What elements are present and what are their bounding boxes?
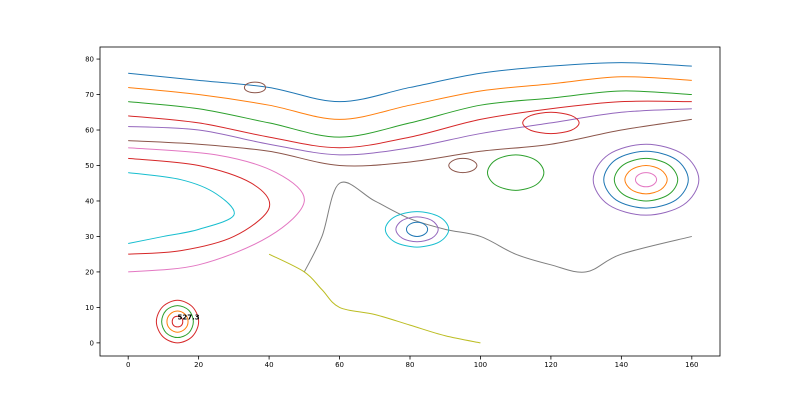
y-tick-label: 50: [85, 162, 94, 170]
contour-line: [624, 164, 668, 195]
contour-line: [128, 172, 235, 245]
contour-line: [243, 81, 267, 94]
contour-line: [448, 157, 478, 174]
contour-line: [592, 143, 700, 216]
contour-line: [603, 150, 689, 209]
contour-line: [486, 154, 545, 191]
contour-line: [128, 157, 271, 255]
y-tick-label: 80: [85, 56, 94, 64]
contour-line: [166, 310, 189, 333]
y-tick-label: 40: [85, 197, 94, 205]
contour-line: [128, 76, 692, 120]
x-tick-label: 80: [406, 361, 415, 369]
axes-frame: [99, 46, 721, 357]
contour-line: [268, 253, 481, 344]
contour-line: [384, 211, 450, 248]
x-tick-label: 100: [474, 361, 487, 369]
x-tick-label: 140: [615, 361, 628, 369]
contour-line: [128, 118, 692, 167]
contour-label: 527.3: [178, 314, 200, 322]
x-tick-label: 40: [265, 361, 274, 369]
contour-line: [161, 305, 194, 339]
y-tick-label: 20: [85, 268, 94, 276]
contour-line: [303, 181, 692, 273]
contour-line: [128, 90, 692, 138]
y-tick-label: 30: [85, 233, 94, 241]
y-tick-label: 70: [85, 91, 94, 99]
contour-line: [395, 216, 439, 243]
contour-line: [128, 108, 692, 156]
y-tick-label: 10: [85, 304, 94, 312]
contour-lines: [128, 62, 700, 344]
contour-line: [405, 221, 429, 237]
x-tick-label: 160: [685, 361, 698, 369]
x-tick-label: 0: [126, 361, 130, 369]
contour-line: [128, 147, 305, 273]
contour-line: [171, 315, 184, 328]
y-tick-label: 60: [85, 127, 94, 135]
contour-line: [522, 111, 580, 135]
contour-line: [634, 172, 658, 188]
contour-line: [128, 62, 692, 103]
y-tick-label: 0: [90, 339, 94, 347]
x-tick-label: 60: [335, 361, 344, 369]
x-tick-label: 20: [194, 361, 203, 369]
contour-line: [613, 157, 679, 202]
x-tick-label: 120: [544, 361, 557, 369]
contour-line: [155, 299, 200, 344]
contour-line: [128, 100, 692, 149]
